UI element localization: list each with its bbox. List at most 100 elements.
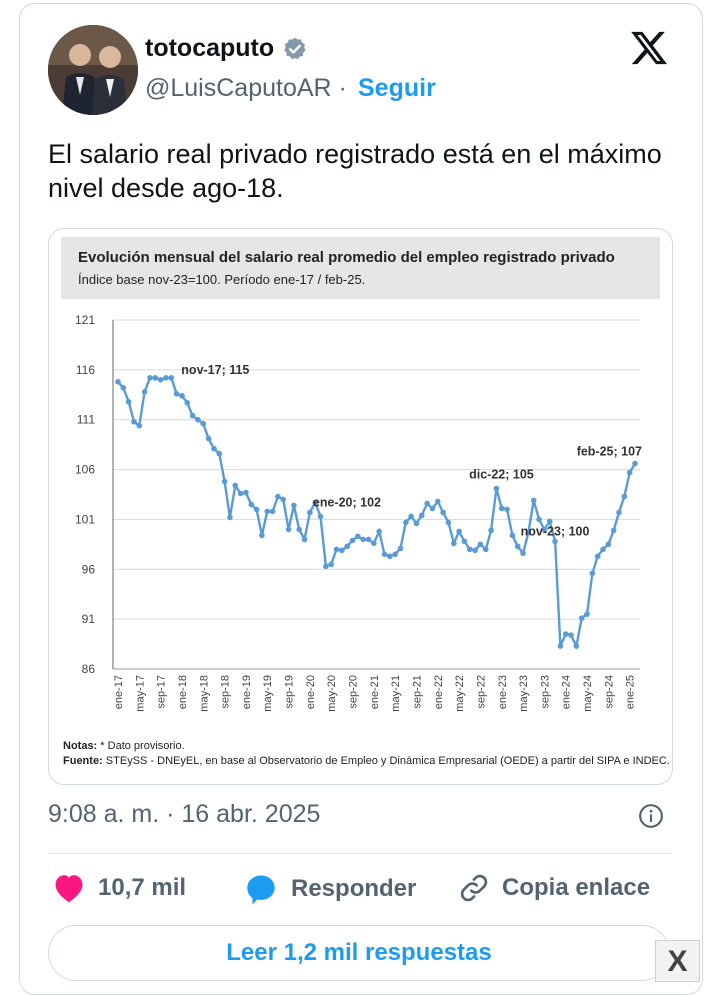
data-point xyxy=(291,502,297,509)
read-replies-button[interactable]: Leer 1,2 mil respuestas xyxy=(48,925,670,981)
data-point xyxy=(594,553,601,560)
data-point xyxy=(477,541,484,548)
data-point xyxy=(360,536,366,543)
data-point xyxy=(205,435,212,442)
x-tick-label: ene-22 xyxy=(433,675,445,709)
data-point xyxy=(168,375,175,381)
data-point xyxy=(552,538,558,545)
x-tick-label: may-23 xyxy=(518,675,530,712)
data-point xyxy=(413,520,420,527)
follow-button[interactable]: Seguir xyxy=(358,74,436,102)
data-point xyxy=(509,532,516,539)
copy-link-button[interactable]: Copia enlace xyxy=(458,872,650,904)
x-tick-label: ene-18 xyxy=(177,675,189,709)
data-point xyxy=(472,547,478,554)
line-chart: 121 116 111 106 101 96 91 86 ene-17 may-17 sep-17 e… xyxy=(75,313,642,712)
chart-header: Evolución mensual del salario real prome… xyxy=(61,237,660,299)
data-point xyxy=(546,518,553,525)
data-point xyxy=(584,611,590,617)
data-point xyxy=(216,450,223,457)
data-point xyxy=(163,375,169,381)
x-tick-label: may-18 xyxy=(198,675,210,712)
data-point xyxy=(621,493,628,500)
x-tick-label: ene-23 xyxy=(497,675,509,709)
notes-label: Notas: xyxy=(63,740,98,752)
data-point xyxy=(461,538,468,545)
data-point xyxy=(179,392,185,399)
data-point xyxy=(296,526,303,533)
data-label: feb-25; 107 xyxy=(577,445,642,459)
x-tick-label: ene-21 xyxy=(369,675,381,709)
data-point xyxy=(376,528,382,535)
data-point xyxy=(237,490,244,497)
x-tick-label: may-22 xyxy=(454,675,466,712)
data-point xyxy=(147,375,153,381)
tweet-text: El salario real privado registrado está … xyxy=(48,139,662,203)
y-tick-label: 91 xyxy=(82,612,96,626)
reply-button[interactable]: Responder xyxy=(243,872,416,906)
data-point xyxy=(387,553,393,560)
x-logo-icon[interactable] xyxy=(628,28,670,68)
x-tick-label: ene-19 xyxy=(241,675,253,709)
data-point xyxy=(381,551,388,558)
x-tick-label: may-19 xyxy=(262,675,274,712)
data-point xyxy=(424,500,430,507)
data-point xyxy=(125,398,132,405)
handle-text[interactable]: @LuisCaputoAR xyxy=(145,74,332,102)
data-point xyxy=(504,506,510,513)
data-point xyxy=(264,508,271,515)
data-point xyxy=(259,532,265,539)
data-point xyxy=(269,508,276,515)
data-point xyxy=(285,526,292,533)
x-tick-label: sep-18 xyxy=(220,675,232,709)
data-point xyxy=(600,546,606,553)
like-button[interactable]: 10,7 mil xyxy=(52,872,186,904)
x-tick-label: sep-19 xyxy=(284,675,296,709)
data-point xyxy=(520,550,526,557)
data-point xyxy=(466,546,473,553)
data-point xyxy=(136,422,143,429)
x-tick-label: ene-24 xyxy=(561,675,573,709)
user-handle[interactable]: @LuisCaputoAR · xyxy=(145,74,347,103)
x-tick-label: sep-21 xyxy=(411,675,423,709)
data-label: ene-20; 102 xyxy=(313,495,381,509)
data-point xyxy=(221,478,228,485)
y-tick-label: 106 xyxy=(75,463,95,477)
data-point xyxy=(173,390,180,397)
info-icon[interactable] xyxy=(638,803,664,829)
verified-badge-icon xyxy=(284,37,306,60)
avatar[interactable] xyxy=(48,25,138,115)
notes-text: * Dato provisorio. xyxy=(100,740,185,752)
data-point xyxy=(115,379,121,385)
data-point xyxy=(514,543,521,550)
data-point xyxy=(227,514,233,521)
data-point xyxy=(323,563,329,570)
data-point xyxy=(530,497,537,504)
data-point xyxy=(243,489,249,496)
data-point xyxy=(365,536,372,543)
copy-link-label: Copia enlace xyxy=(502,874,651,901)
tweet-timestamp[interactable]: 9:08 a. m. · 16 abr. 2025 xyxy=(48,800,321,828)
close-icon[interactable]: X xyxy=(655,940,700,982)
data-point xyxy=(307,509,313,516)
chart-image[interactable]: Evolución mensual del salario real prome… xyxy=(48,228,673,785)
data-point xyxy=(440,509,446,516)
data-point xyxy=(605,541,612,548)
data-point xyxy=(541,526,548,533)
source-line: Fuente: STEySS - DNEyEL, en base al Obse… xyxy=(63,754,670,769)
data-point xyxy=(568,632,574,638)
series-line xyxy=(117,376,637,650)
data-label: nov-17; 115 xyxy=(181,363,249,377)
data-point xyxy=(339,547,345,554)
y-tick-label: 121 xyxy=(75,313,95,327)
data-point xyxy=(525,529,532,536)
display-name[interactable]: totocaputo xyxy=(145,34,275,62)
data-point xyxy=(392,551,398,558)
data-point xyxy=(371,540,377,547)
chart-subtitle: Índice base nov-23=100. Período ene-17 /… xyxy=(78,272,366,287)
x-tick-label: sep-23 xyxy=(539,675,551,709)
data-point xyxy=(200,420,207,427)
data-point xyxy=(403,519,409,526)
data-point xyxy=(456,528,462,535)
data-point xyxy=(195,416,201,423)
